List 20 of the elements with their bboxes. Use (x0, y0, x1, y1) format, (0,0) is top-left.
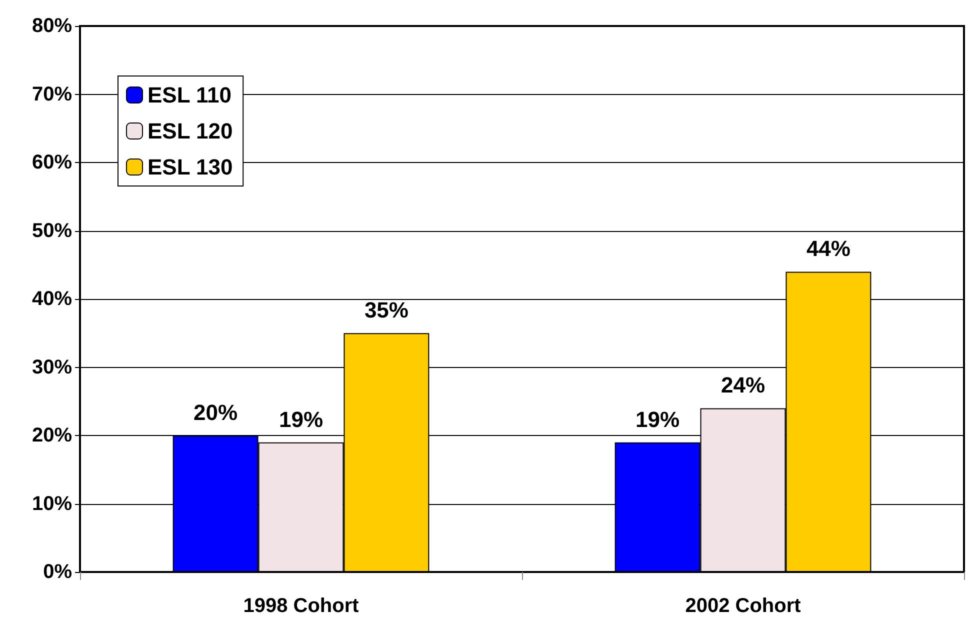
data-label: 19% (636, 406, 680, 432)
y-tick-label: 60% (32, 152, 72, 174)
y-tick-label: 40% (32, 288, 72, 310)
y-tick-label: 30% (32, 356, 72, 378)
y-tick-label: 50% (32, 220, 72, 242)
legend-label: ESL 130 (148, 154, 233, 180)
y-tick-label: 10% (32, 492, 72, 515)
data-label: 44% (806, 236, 850, 262)
legend-label: ESL 110 (148, 82, 232, 108)
data-label: 24% (720, 372, 766, 398)
data-label: 35% (364, 298, 408, 323)
x-tick-label: 1998 Cohort (243, 595, 360, 617)
legend-label: ESL 120 (148, 118, 233, 144)
y-tick-label: 70% (32, 83, 72, 106)
y-tick-label: 20% (32, 424, 72, 446)
data-label: 19% (278, 406, 324, 432)
y-tick-label: 0% (43, 561, 72, 583)
x-tick-label: 2002 Cohort (685, 595, 802, 617)
y-tick-label: 80% (32, 15, 72, 37)
data-label: 20% (194, 400, 238, 425)
